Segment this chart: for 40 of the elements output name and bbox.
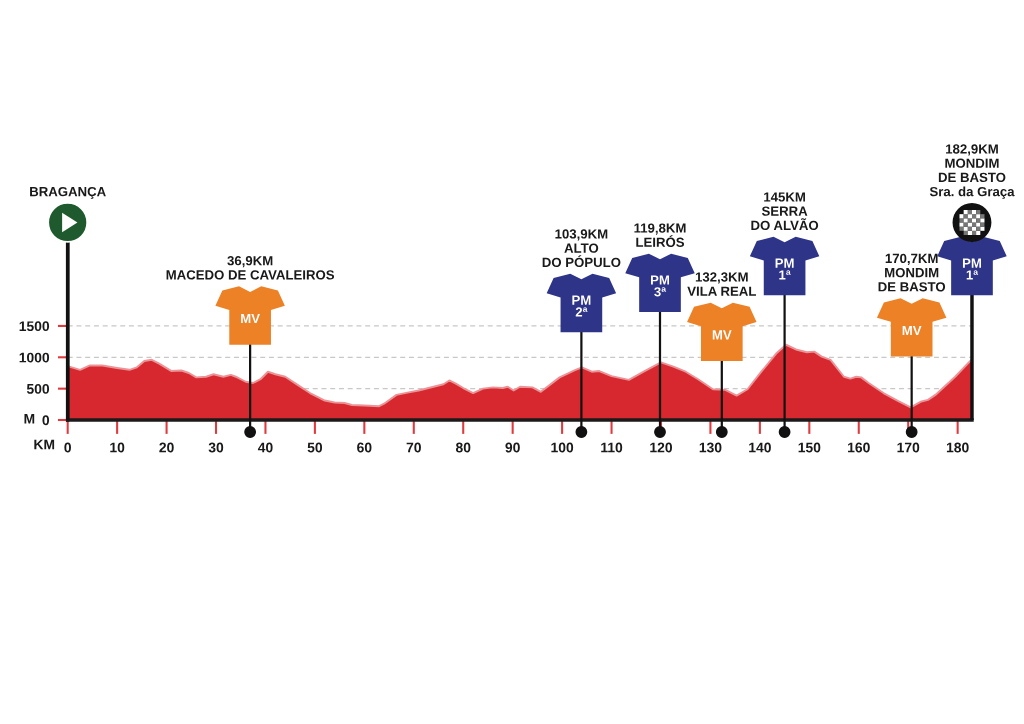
ref-line-label: 103,9KM ALTO DO PÓPULO xyxy=(542,229,621,268)
annotation: MV xyxy=(712,330,732,340)
y-axis-title: M xyxy=(24,414,35,424)
x-tick-label: 110 xyxy=(601,442,623,453)
ref-line-label: 36,9KM MACEDO DE CAVALEIROS xyxy=(166,256,335,280)
y-tick-label: 500 xyxy=(26,383,50,394)
annotation: MV xyxy=(902,325,922,335)
x-tick-label: 20 xyxy=(159,442,174,453)
x-tick-label: 50 xyxy=(307,442,323,453)
ref-line-label: 170,7KM MONDIM DE BASTO xyxy=(878,253,946,292)
x-tick-label: 90 xyxy=(505,442,520,453)
x-tick-label: 180 xyxy=(946,442,969,453)
x-tick-label: 70 xyxy=(406,442,421,453)
ref-line-label: 145KM SERRA DO ALVÃO xyxy=(751,192,819,231)
x-tick-label: 10 xyxy=(110,442,125,453)
x-tick-label: 80 xyxy=(455,442,471,453)
ref-line-label: 119,8KM LEIRÓS xyxy=(634,223,686,247)
x-tick-label: 120 xyxy=(650,442,673,453)
annotation: PM 2ª xyxy=(572,295,591,317)
annotation: PM 1ª xyxy=(962,258,981,280)
x-tick-label: 130 xyxy=(699,442,722,453)
ref-line-label: 182,9KM MONDIM DE BASTO Sra. da Graça xyxy=(929,144,1015,199)
x-tick-label: 60 xyxy=(357,442,372,453)
y-tick-label: 0 xyxy=(42,415,50,426)
x-tick-label: 0 xyxy=(64,442,71,453)
x-tick-label: 140 xyxy=(749,442,771,453)
annotation: PM 1ª xyxy=(775,258,794,280)
ref-line-label: BRAGANÇA xyxy=(30,186,106,199)
y-tick-label: 1500 xyxy=(19,321,50,332)
ref-line-label: 132,3KM VILA REAL xyxy=(687,272,756,296)
annotation: PM 3ª xyxy=(650,275,670,297)
annotation: MV xyxy=(241,314,260,324)
x-tick-label: 150 xyxy=(798,442,821,453)
x-axis-title: KM xyxy=(34,439,55,450)
x-tick-label: 100 xyxy=(551,442,574,453)
x-tick-label: 170 xyxy=(897,442,920,453)
x-tick-label: 40 xyxy=(257,442,273,453)
x-tick-label: 160 xyxy=(848,442,870,453)
y-tick-label: 1000 xyxy=(19,352,50,363)
x-tick-label: 30 xyxy=(208,442,224,453)
